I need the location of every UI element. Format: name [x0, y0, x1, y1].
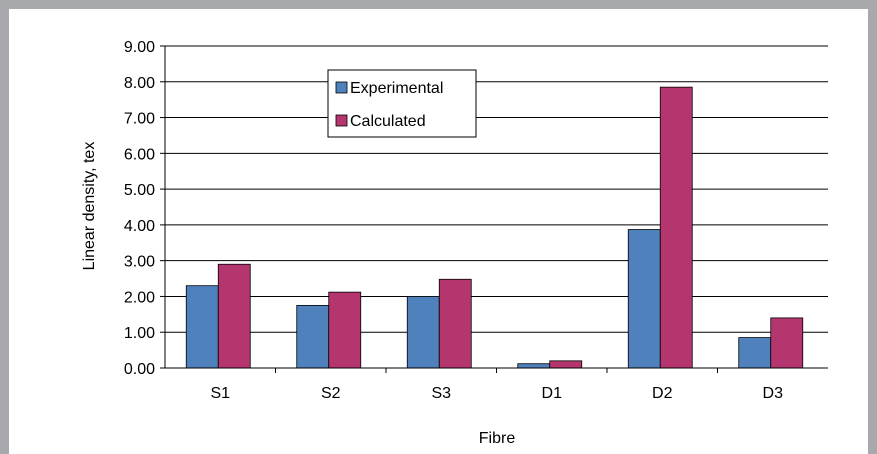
x-tick-label: S3	[431, 385, 451, 402]
y-tick-label: 9.00	[124, 39, 155, 56]
bar-experimental-s1	[185, 285, 219, 369]
bars	[185, 86, 804, 369]
legend-box	[327, 69, 477, 138]
y-tick-label: 7.00	[124, 111, 155, 128]
bar-calculated-d2	[659, 86, 693, 369]
axes	[164, 46, 828, 369]
x-tick-label: S1	[210, 385, 230, 402]
x-axis-title: Fibre	[479, 430, 516, 447]
y-tick-label: 1.00	[124, 325, 155, 342]
y-tick-label: 4.00	[124, 218, 155, 235]
y-tick-label: 6.00	[124, 146, 155, 163]
x-tick-label: D3	[763, 385, 784, 402]
y-tick-label: 0.00	[124, 361, 155, 378]
gridlines	[165, 45, 828, 333]
bar-calculated-d3	[770, 317, 804, 369]
legend: Experimental Calculated	[327, 69, 477, 138]
legend-label-calculated: Calculated	[350, 113, 426, 130]
x-tick-label: S2	[321, 385, 341, 402]
bar-experimental-d1	[517, 363, 551, 369]
bar-calculated-s3	[438, 278, 472, 369]
bar-experimental-s2	[296, 304, 330, 369]
x-tick-label: D2	[652, 385, 673, 402]
bar-calculated-s2	[328, 291, 362, 369]
bar-experimental-d3	[738, 337, 772, 369]
bar-calculated-d1	[549, 360, 583, 369]
x-tick-labels: S1 S2 S3 D1 D2 D3	[210, 368, 783, 402]
y-tick-label: 8.00	[124, 75, 155, 92]
legend-swatch-experimental	[335, 81, 348, 94]
x-tick-label: D1	[542, 385, 563, 402]
y-tick-label: 3.00	[124, 254, 155, 271]
y-tick-label: 2.00	[124, 289, 155, 306]
y-tick-labels: 0.00 1.00 2.00 3.00 4.00 5.00 6.00 7.00 8.00 9.00	[124, 39, 165, 378]
bar-experimental-d2	[627, 229, 661, 369]
y-tick-label: 5.00	[124, 182, 155, 199]
legend-swatch-calculated	[335, 114, 348, 127]
bar-calculated-s1	[217, 263, 251, 369]
legend-label-experimental: Experimental	[350, 80, 443, 97]
bar-experimental-s3	[406, 296, 440, 369]
y-axis-title: Linear density, tex	[81, 142, 98, 271]
